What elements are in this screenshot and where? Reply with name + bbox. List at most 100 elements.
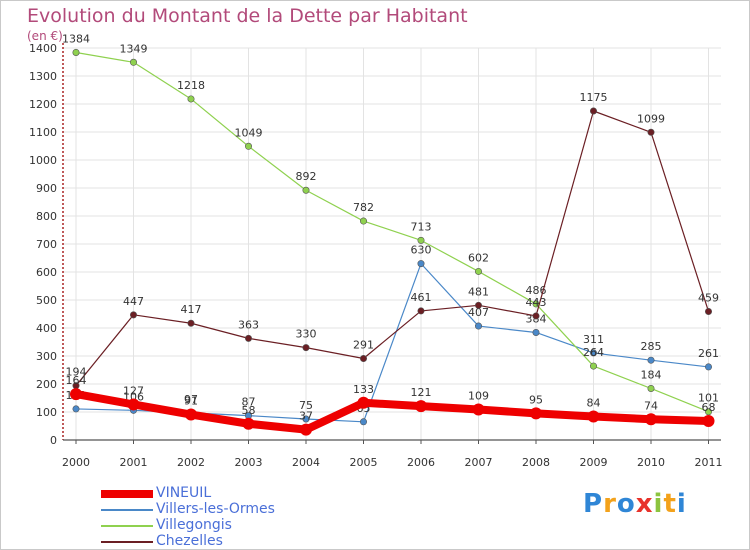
data-point <box>704 307 712 315</box>
data-point <box>704 363 712 371</box>
data-label: 417 <box>181 303 202 316</box>
data-point <box>130 311 138 319</box>
logo-letter: i <box>676 489 687 519</box>
x-tick-label: 2008 <box>522 456 550 469</box>
series-line <box>75 263 710 423</box>
data-label: 68 <box>702 401 716 414</box>
data-point <box>245 334 253 342</box>
x-tick-label: 2010 <box>637 456 665 469</box>
data-point <box>647 128 655 136</box>
data-label: 184 <box>641 368 662 381</box>
data-label: 1349 <box>120 42 148 55</box>
logo-letter: o <box>616 489 636 519</box>
x-tick-label: 2005 <box>350 456 378 469</box>
y-tick-label: 800 <box>36 210 57 223</box>
data-point <box>245 142 253 150</box>
logo-letter: x <box>635 489 654 519</box>
x-tick-label: 2007 <box>465 456 493 469</box>
x-tick-label: 2011 <box>695 456 723 469</box>
data-label: 481 <box>468 285 489 298</box>
y-tick-label: 1300 <box>29 70 57 83</box>
data-label: 782 <box>353 201 374 214</box>
data-label: 1218 <box>177 79 205 92</box>
data-label: 1099 <box>637 112 665 125</box>
y-tick-label: 900 <box>36 182 57 195</box>
logo-letter: i <box>653 489 664 519</box>
chart-title: Evolution du Montant de la Dette par Hab… <box>27 5 468 27</box>
y-tick-label: 100 <box>36 406 57 419</box>
legend-item: Villegongis <box>101 517 361 534</box>
y-tick-label: 500 <box>36 294 57 307</box>
data-point <box>415 400 427 413</box>
logo-letter: t <box>663 489 677 519</box>
y-tick-label: 1400 <box>29 42 57 55</box>
legend-item: Chezelles <box>101 533 361 550</box>
data-point <box>587 410 600 423</box>
legend-label: Villers-les-Ormes <box>156 501 275 517</box>
data-point <box>127 398 140 411</box>
data-point <box>530 407 542 420</box>
data-point <box>589 349 597 357</box>
series-line <box>75 51 710 413</box>
data-point <box>357 396 370 409</box>
data-label: 37 <box>299 410 313 423</box>
legend-swatch <box>101 509 153 511</box>
data-point <box>532 312 540 320</box>
data-point <box>187 95 195 103</box>
data-label: 97 <box>184 393 198 406</box>
data-point <box>302 344 310 352</box>
data-point <box>302 186 310 194</box>
data-label: 127 <box>123 384 144 397</box>
data-point <box>417 236 425 244</box>
data-point <box>532 328 540 336</box>
data-label: 291 <box>353 339 374 352</box>
data-label: 1049 <box>235 126 263 139</box>
data-point <box>474 267 482 275</box>
data-label: 461 <box>411 291 432 304</box>
y-tick-label: 300 <box>36 350 57 363</box>
logo-letter: r <box>603 489 617 519</box>
y-tick-label: 400 <box>36 322 57 335</box>
data-point <box>474 322 482 330</box>
x-tick-label: 2004 <box>292 456 320 469</box>
data-label: 91 <box>184 395 198 408</box>
data-point <box>417 260 425 268</box>
data-label: 311 <box>583 333 604 346</box>
data-label: 75 <box>299 399 313 412</box>
data-point <box>187 319 195 327</box>
data-label: 87 <box>242 396 256 409</box>
data-point <box>72 48 80 56</box>
series-line <box>75 110 710 387</box>
data-point <box>130 58 138 66</box>
data-point <box>647 356 655 364</box>
data-label: 1384 <box>62 32 90 45</box>
data-label: 447 <box>123 295 144 308</box>
y-tick-label: 200 <box>36 378 57 391</box>
data-label: 443 <box>526 296 547 309</box>
x-tick-label: 2002 <box>177 456 205 469</box>
data-label: 95 <box>529 393 543 406</box>
data-point <box>589 107 597 115</box>
data-point <box>647 384 655 392</box>
x-tick-label: 2001 <box>120 456 148 469</box>
unit-label: (en €) <box>27 29 63 43</box>
y-tick-label: 700 <box>36 238 57 251</box>
data-point <box>704 408 712 416</box>
y-tick-label: 1100 <box>29 126 57 139</box>
data-point <box>302 415 310 423</box>
legend-label: VINEUIL <box>156 485 212 501</box>
data-label: 121 <box>411 386 432 399</box>
data-label: 713 <box>411 220 432 233</box>
legend-swatch <box>101 541 153 543</box>
data-point <box>359 418 367 426</box>
data-label: 602 <box>468 251 489 264</box>
data-point <box>242 417 255 430</box>
data-point <box>589 362 597 370</box>
data-label: 630 <box>411 244 432 257</box>
data-point <box>417 307 425 315</box>
legend-swatch <box>101 490 153 498</box>
data-label: 1175 <box>580 91 608 104</box>
data-point <box>185 408 197 421</box>
legend: VINEUIL Villers-les-Ormes Villegongis Cheze… <box>101 485 361 550</box>
